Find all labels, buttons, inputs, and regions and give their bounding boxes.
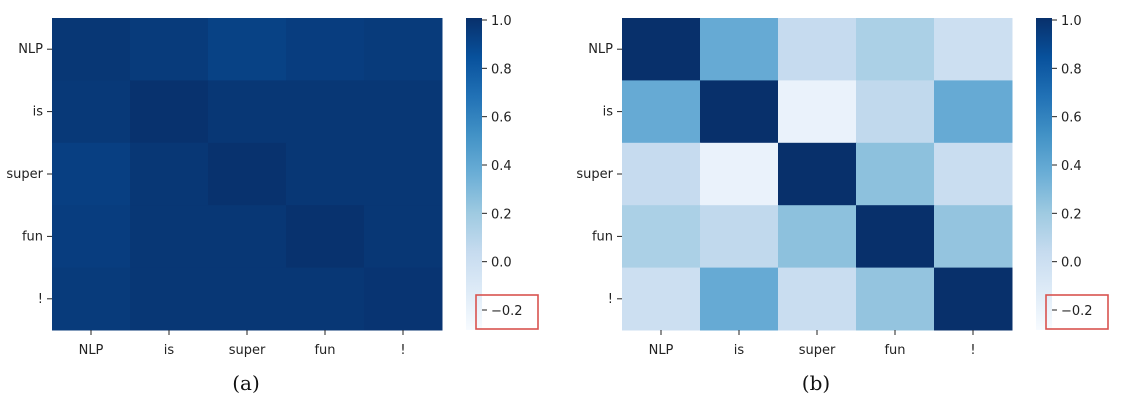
- heatmap-cell-is-!: [364, 80, 443, 144]
- panel-caption: (a): [232, 371, 260, 395]
- heatmap-cell-is-super: [778, 80, 857, 144]
- colorbar-tick-label: 0.4: [491, 159, 512, 174]
- x-tick-label: fun: [314, 343, 335, 358]
- heatmap-cell-is-is: [700, 80, 779, 144]
- heatmap-cell-super-is: [130, 142, 209, 206]
- heatmap-cell-NLP-fun: [286, 18, 365, 81]
- heatmap-cell-super-fun: [286, 142, 365, 206]
- heatmap-cell-super-fun: [856, 142, 935, 206]
- colorbar-tick-label: 0.2: [1061, 207, 1082, 222]
- panel-caption: (b): [802, 371, 830, 395]
- heatmap-cell-fun-NLP: [52, 205, 131, 269]
- heatmap-cell-NLP-!: [364, 18, 443, 81]
- heatmap-cell-fun-!: [364, 205, 443, 269]
- heatmap-cell-NLP-NLP: [52, 18, 131, 81]
- heatmap-cell-super-is: [700, 142, 779, 206]
- heatmap-cell-super-super: [778, 142, 857, 206]
- heatmap-cell-!-fun: [286, 267, 365, 331]
- heatmap-cell-!-fun: [856, 267, 935, 331]
- heatmap-cell-fun-fun: [856, 205, 935, 269]
- heatmap-cell-fun-!: [934, 205, 1013, 269]
- heatmap-cell-is-!: [934, 80, 1013, 144]
- x-tick-label: super: [799, 343, 836, 358]
- colorbar-tick-label: 0.6: [491, 111, 512, 126]
- colorbar: [1036, 18, 1052, 330]
- heatmap-cell-!-super: [778, 267, 857, 331]
- heatmap-cell-is-fun: [286, 80, 365, 144]
- heatmap-cell-!-NLP: [52, 267, 131, 331]
- colorbar-tick-label: 1.0: [491, 14, 512, 29]
- x-tick-label: !: [400, 343, 405, 358]
- heatmap-cell-fun-super: [208, 205, 287, 269]
- x-tick-label: fun: [884, 343, 905, 358]
- y-tick-label: NLP: [18, 42, 43, 57]
- y-tick-label: super: [6, 167, 43, 182]
- heatmap-cell-!-NLP: [622, 267, 701, 331]
- heatmap-cell-NLP-super: [778, 18, 857, 81]
- heatmap-cell-fun-super: [778, 205, 857, 269]
- heatmap-cell-super-NLP: [52, 142, 131, 206]
- y-tick-label: fun: [592, 229, 613, 244]
- heatmap-cell-is-NLP: [622, 80, 701, 144]
- heatmap-cell-!-!: [364, 267, 443, 331]
- y-tick-label: !: [38, 292, 43, 307]
- colorbar-tick-label: −0.2: [491, 304, 523, 319]
- x-tick-label: NLP: [649, 343, 674, 358]
- x-tick-label: NLP: [79, 343, 104, 358]
- colorbar-tick-label: 0.4: [1061, 159, 1082, 174]
- y-tick-label: NLP: [588, 42, 613, 57]
- colorbar-tick-label: −0.2: [1061, 304, 1093, 319]
- heatmap-cell-!-!: [934, 267, 1013, 331]
- heatmap-cell-is-NLP: [52, 80, 131, 144]
- highlight-box: [475, 294, 539, 330]
- y-tick-label: super: [576, 167, 613, 182]
- heatmap-cell-NLP-NLP: [622, 18, 701, 81]
- heatmap-cell-NLP-is: [130, 18, 209, 81]
- heatmap-cell-!-is: [130, 267, 209, 331]
- heatmap-cell-NLP-super: [208, 18, 287, 81]
- colorbar-tick-label: 1.0: [1061, 14, 1082, 29]
- colorbar-tick-label: 0.2: [491, 207, 512, 222]
- y-tick-label: is: [603, 105, 614, 120]
- colorbar-tick-label: 0.0: [491, 256, 512, 271]
- heatmap-cell-super-NLP: [622, 142, 701, 206]
- x-tick-label: super: [229, 343, 266, 358]
- heatmap-cell-super-!: [364, 142, 443, 206]
- colorbar-tick-label: 0.6: [1061, 111, 1082, 126]
- heatmap-cell-fun-is: [700, 205, 779, 269]
- colorbar-tick-label: 0.8: [1061, 62, 1082, 77]
- x-tick-label: !: [970, 343, 975, 358]
- heatmap-cell-!-super: [208, 267, 287, 331]
- heatmap-cell-fun-is: [130, 205, 209, 269]
- heatmap-cell-is-is: [130, 80, 209, 144]
- colorbar-tick-label: 0.8: [491, 62, 512, 77]
- y-tick-label: !: [608, 292, 613, 307]
- heatmap-cell-super-!: [934, 142, 1013, 206]
- y-tick-label: fun: [22, 229, 43, 244]
- y-tick-label: is: [33, 105, 44, 120]
- heatmap-cell-fun-NLP: [622, 205, 701, 269]
- colorbar-tick-label: 0.0: [1061, 256, 1082, 271]
- heatmap-cell-!-is: [700, 267, 779, 331]
- heatmap-cell-super-super: [208, 142, 287, 206]
- heatmap-cell-NLP-is: [700, 18, 779, 81]
- heatmap-cell-is-fun: [856, 80, 935, 144]
- heatmap-cell-NLP-fun: [856, 18, 935, 81]
- colorbar: [466, 18, 482, 330]
- heatmap-cell-is-super: [208, 80, 287, 144]
- heatmap-cell-fun-fun: [286, 205, 365, 269]
- heatmap-panel-b: NLP is super fun! NLP is super fun ! 1.0 0.8 0.6 0.4…: [576, 14, 1109, 395]
- x-tick-label: is: [734, 343, 745, 358]
- highlight-box: [1045, 294, 1109, 330]
- heatmap-panel-a: NLP is super fun! NLP is super fun ! 1.0 0.8 0.6 0.4…: [6, 14, 539, 395]
- heatmap-cell-NLP-!: [934, 18, 1013, 81]
- x-tick-label: is: [164, 343, 175, 358]
